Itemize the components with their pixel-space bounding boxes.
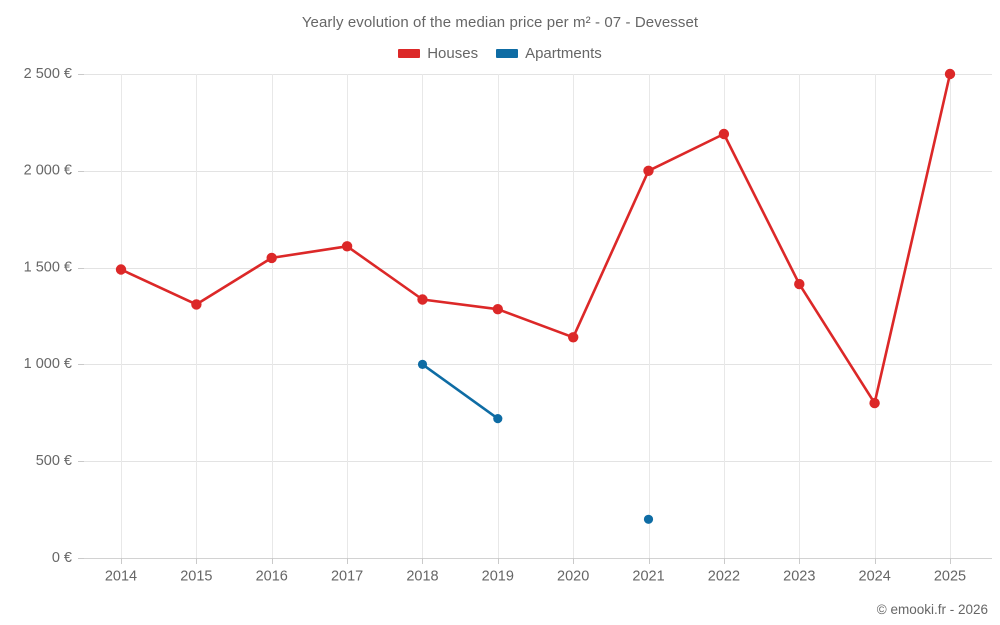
legend-swatch-apartments xyxy=(496,49,519,58)
data-point[interactable] xyxy=(417,359,428,369)
legend-swatch-houses xyxy=(398,49,421,58)
data-point[interactable] xyxy=(493,414,503,424)
data-point[interactable] xyxy=(643,514,654,524)
data-point[interactable] xyxy=(266,252,277,264)
y-tick-label: 1 500 € xyxy=(24,259,72,275)
y-axis-labels: 0 € 500 € 1 000 € 1 500 € 2 000 € 2 500 € xyxy=(24,66,72,566)
series-line-houses xyxy=(119,72,952,405)
x-tick-label: 2017 xyxy=(331,569,363,585)
x-tick-label: 2015 xyxy=(180,569,212,585)
x-tick-label: 2014 xyxy=(105,569,137,585)
x-tick-label: 2024 xyxy=(859,569,891,585)
legend-label-houses: Houses xyxy=(427,45,479,62)
series-lines xyxy=(119,72,952,420)
x-tick-label: 2016 xyxy=(256,569,288,585)
data-point[interactable] xyxy=(718,128,730,140)
legend-item-apartments[interactable]: Apartments xyxy=(496,45,602,62)
y-tick-label: 2 500 € xyxy=(24,66,72,82)
data-point[interactable] xyxy=(492,304,503,315)
chart-title: Yearly evolution of the median price per… xyxy=(301,14,699,31)
x-tick-label: 2025 xyxy=(934,569,966,585)
data-point[interactable] xyxy=(341,241,353,252)
x-tick-label: 2022 xyxy=(708,569,740,585)
x-tick-label: 2021 xyxy=(632,569,664,585)
data-point[interactable] xyxy=(869,397,880,409)
data-point[interactable] xyxy=(794,278,805,290)
axis-tickmarks xyxy=(78,74,951,564)
horizontal-gridlines xyxy=(84,74,992,559)
data-point[interactable] xyxy=(944,68,956,80)
y-tick-label: 2 000 € xyxy=(24,163,72,179)
y-tick-label: 1 000 € xyxy=(24,356,72,372)
legend-label-apartments: Apartments xyxy=(525,45,602,62)
series-line-apartments xyxy=(421,363,500,420)
x-tick-label: 2023 xyxy=(783,569,815,585)
data-point[interactable] xyxy=(643,165,654,176)
x-tick-label: 2018 xyxy=(406,569,438,585)
data-point[interactable] xyxy=(115,264,127,275)
series-points xyxy=(115,68,956,524)
x-axis-labels: 2014 2015 2016 2017 2018 2019 2020 2021 2022 2023… xyxy=(105,569,966,585)
legend-item-houses[interactable]: Houses xyxy=(398,45,478,62)
y-tick-label: 500 € xyxy=(36,453,72,469)
data-point[interactable] xyxy=(191,299,202,310)
x-tick-label: 2019 xyxy=(482,569,514,585)
y-tick-label: 0 € xyxy=(52,550,72,566)
vertical-gridlines xyxy=(121,74,951,558)
data-point[interactable] xyxy=(568,332,579,343)
chart-legend: Houses Apartments xyxy=(0,45,1000,62)
copyright-credit: © emooki.fr - 2026 xyxy=(876,602,988,617)
data-point[interactable] xyxy=(417,294,428,305)
x-tick-label: 2020 xyxy=(557,569,589,585)
